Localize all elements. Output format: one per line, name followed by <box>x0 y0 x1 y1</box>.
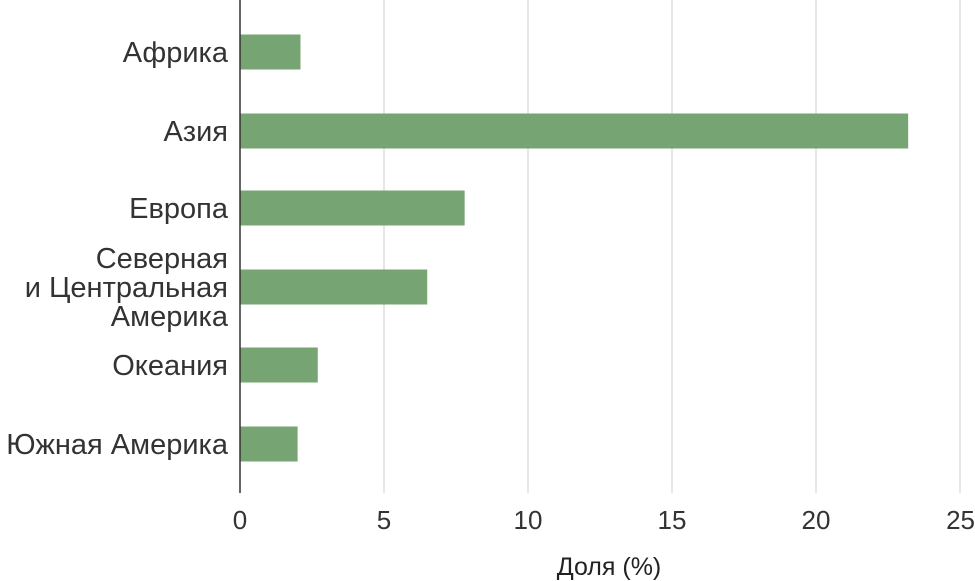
x-tick-label-25: 25 <box>946 505 975 535</box>
bar-1 <box>240 113 909 149</box>
category-label-3: Северная и Центральная Америка <box>25 243 229 333</box>
bar-5 <box>240 426 298 462</box>
category-label-5: Южная Америка <box>6 429 229 461</box>
x-tick-label-20: 20 <box>802 505 831 535</box>
category-labels: Африка Азия Европа Северная и Центральная Аме… <box>6 37 229 461</box>
x-tick-label-15: 15 <box>658 505 687 535</box>
category-label-line: Южная Америка <box>6 429 229 461</box>
category-label-1: Азия <box>163 116 228 148</box>
bar-2 <box>240 190 465 226</box>
category-label-line: Европа <box>129 193 229 225</box>
bar-4 <box>240 347 318 383</box>
category-label-line: Океания <box>112 350 228 382</box>
x-tick-label-0: 0 <box>233 505 247 535</box>
category-label-line: Северная <box>96 243 228 275</box>
grid-lines <box>383 0 961 493</box>
category-label-line: Азия <box>163 116 228 148</box>
x-tick-labels: 0 5 10 15 20 25 <box>233 505 975 535</box>
bar-0 <box>240 34 301 70</box>
bars <box>240 34 909 462</box>
bar-3 <box>240 269 428 305</box>
x-tick-label-5: 5 <box>377 505 391 535</box>
category-label-4: Океания <box>112 350 228 382</box>
x-axis-title: Доля (%) <box>557 553 662 581</box>
category-label-line: и Центральная <box>25 272 228 304</box>
x-tick-label-10: 10 <box>514 505 543 535</box>
category-label-2: Европа <box>129 193 229 225</box>
category-label-line: Америка <box>111 301 229 333</box>
category-label-line: Африка <box>123 37 229 69</box>
category-label-0: Африка <box>123 37 229 69</box>
